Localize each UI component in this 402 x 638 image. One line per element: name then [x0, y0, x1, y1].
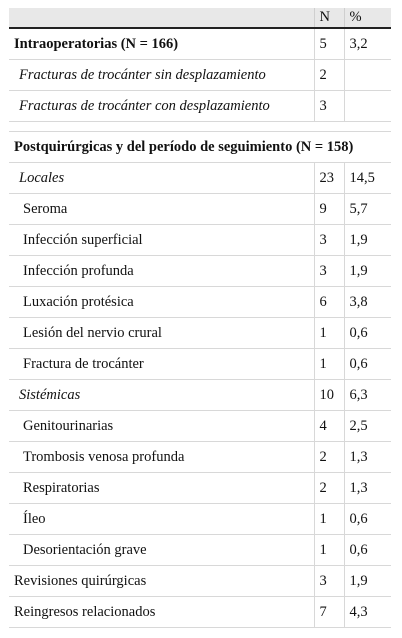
row-percent: 4,3 — [343, 596, 391, 628]
table-row: Fractura de trocánter 1 0,6 — [9, 348, 391, 380]
row-label: Trombosis venosa profunda — [9, 441, 314, 473]
row-label: Fracturas de trocánter sin desplazamient… — [9, 59, 314, 91]
row-n: 4 — [313, 410, 344, 442]
row-percent — [343, 90, 391, 122]
row-percent — [343, 59, 391, 91]
row-percent: 0,6 — [343, 348, 391, 380]
row-n: 2 — [313, 59, 344, 91]
row-label: Revisiones quirúrgicas — [9, 565, 314, 597]
row-n: 2 — [313, 441, 344, 473]
row-n: 10 — [313, 379, 344, 411]
table-row-postquirurgicas: Postquirúrgicas y del período de seguimi… — [9, 131, 391, 163]
row-label: Reingresos relacionados — [9, 596, 314, 628]
header-label-cell — [9, 8, 314, 29]
row-percent: 1,9 — [343, 224, 391, 256]
table-row: Trombosis venosa profunda 2 1,3 — [9, 441, 391, 473]
table-row-intraoperatorias: Intraoperatorias (N = 166) 5 3,2 — [9, 28, 391, 60]
section-label: Postquirúrgicas y del período de seguimi… — [9, 131, 391, 163]
row-n: 23 — [313, 162, 344, 194]
complications-table-container: N % Intraoperatorias (N = 166) 5 3,2 Fra… — [9, 8, 391, 628]
row-label: Genitourinarias — [9, 410, 314, 442]
table-row: Luxación protésica 6 3,8 — [9, 286, 391, 318]
table-row: Infección profunda 3 1,9 — [9, 255, 391, 287]
row-n: 3 — [313, 224, 344, 256]
header-n-cell: N — [313, 8, 344, 29]
table-row: Íleo 1 0,6 — [9, 503, 391, 535]
table-row: Desorientación grave 1 0,6 — [9, 534, 391, 566]
table-row: Respiratorias 2 1,3 — [9, 472, 391, 504]
row-percent: 0,6 — [343, 317, 391, 349]
table-row: Revisiones quirúrgicas 3 1,9 — [9, 565, 391, 597]
row-label: Fracturas de trocánter con desplazamient… — [9, 90, 314, 122]
row-n: 2 — [313, 472, 344, 504]
table-header: N % — [9, 8, 391, 29]
table-row: Seroma 9 5,7 — [9, 193, 391, 225]
table-row: Lesión del nervio crural 1 0,6 — [9, 317, 391, 349]
row-n: 6 — [313, 286, 344, 318]
row-label: Desorientación grave — [9, 534, 314, 566]
row-percent: 5,7 — [343, 193, 391, 225]
row-label: Íleo — [9, 503, 314, 535]
row-label: Lesión del nervio crural — [9, 317, 314, 349]
row-percent: 3,8 — [343, 286, 391, 318]
row-label: Infección superficial — [9, 224, 314, 256]
header-percent-cell: % — [343, 8, 391, 29]
row-n: 5 — [313, 28, 344, 60]
table-row-sistemicas: Sistémicas 10 6,3 — [9, 379, 391, 411]
row-label: Infección profunda — [9, 255, 314, 287]
row-n: 3 — [313, 90, 344, 122]
table-row: Fracturas de trocánter sin desplazamient… — [9, 59, 391, 91]
row-n: 1 — [313, 348, 344, 380]
row-label: Locales — [9, 162, 314, 194]
spacer-row — [9, 121, 391, 132]
row-percent: 1,3 — [343, 441, 391, 473]
row-percent: 0,6 — [343, 503, 391, 535]
row-label: Fractura de trocánter — [9, 348, 314, 380]
row-label: Sistémicas — [9, 379, 314, 411]
row-n: 9 — [313, 193, 344, 225]
table-row-locales: Locales 23 14,5 — [9, 162, 391, 194]
table-row: Genitourinarias 4 2,5 — [9, 410, 391, 442]
row-n: 7 — [313, 596, 344, 628]
row-label: Intraoperatorias (N = 166) — [9, 28, 314, 60]
table-row: Infección superficial 3 1,9 — [9, 224, 391, 256]
row-label: Seroma — [9, 193, 314, 225]
complications-table: N % Intraoperatorias (N = 166) 5 3,2 Fra… — [9, 8, 391, 628]
header-row: N % — [9, 8, 391, 29]
row-n: 3 — [313, 565, 344, 597]
row-percent: 1,9 — [343, 255, 391, 287]
row-n: 3 — [313, 255, 344, 287]
table-row: Fracturas de trocánter con desplazamient… — [9, 90, 391, 122]
row-percent: 1,3 — [343, 472, 391, 504]
row-n: 1 — [313, 503, 344, 535]
row-percent: 0,6 — [343, 534, 391, 566]
row-percent: 1,9 — [343, 565, 391, 597]
row-n: 1 — [313, 317, 344, 349]
row-percent: 2,5 — [343, 410, 391, 442]
row-label: Luxación protésica — [9, 286, 314, 318]
row-n: 1 — [313, 534, 344, 566]
table-row: Reingresos relacionados 7 4,3 — [9, 596, 391, 628]
row-percent: 6,3 — [343, 379, 391, 411]
table-body: Intraoperatorias (N = 166) 5 3,2 Fractur… — [9, 28, 391, 628]
row-percent: 14,5 — [343, 162, 391, 194]
row-label: Respiratorias — [9, 472, 314, 504]
row-percent: 3,2 — [343, 28, 391, 60]
